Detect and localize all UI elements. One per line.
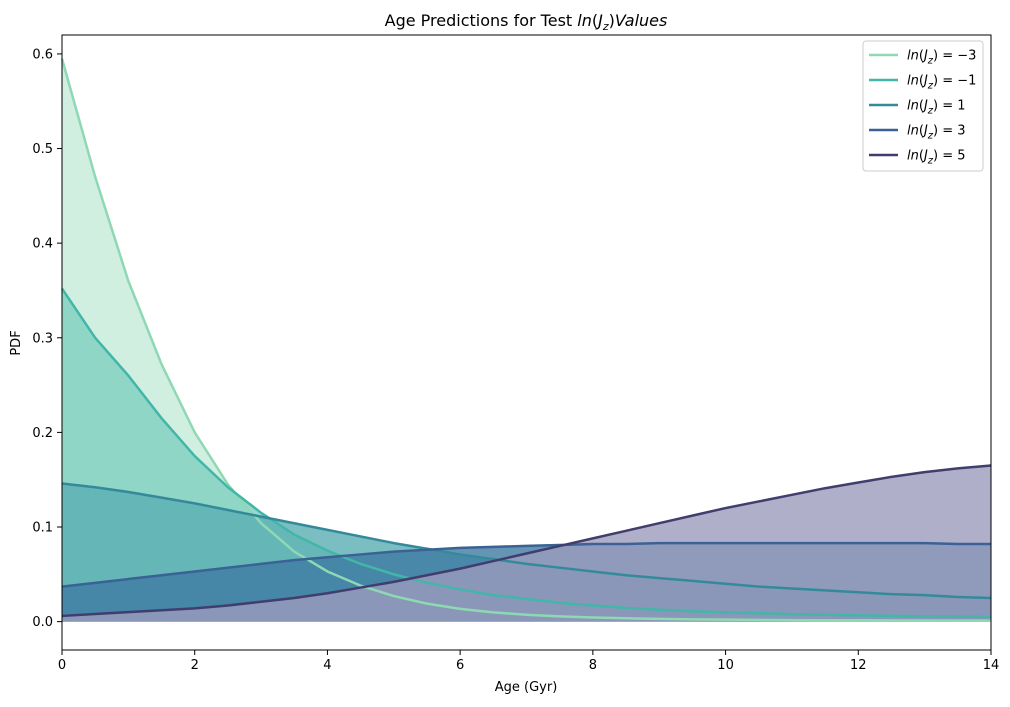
y-tick-label: 0.5 xyxy=(32,142,53,157)
y-tick-label: 0.6 xyxy=(32,47,53,62)
x-tick-label: 2 xyxy=(191,658,199,673)
x-tick-label: 8 xyxy=(589,658,597,673)
series-line-0 xyxy=(60,58,992,622)
legend-label-3: ln(Jz) = 3 xyxy=(907,124,966,142)
legend: ln(Jz) = −3 ln(Jz) = −1 ln(Jz) = 1 ln(Jz) =… xyxy=(862,40,984,172)
axes-frame xyxy=(61,34,992,651)
series-line-4 xyxy=(61,464,992,618)
y-axis-label: PDF xyxy=(9,330,24,355)
chart-title: Age Predictions for Test ln(Jz)Values xyxy=(385,11,668,33)
series-fill-4 xyxy=(62,465,991,622)
y-tick-label: 0.0 xyxy=(32,615,53,630)
x-tick-label: 12 xyxy=(850,658,867,673)
x-axis-label: Age (Gyr) xyxy=(495,680,558,695)
y-tick-label: 0.2 xyxy=(32,426,53,441)
legend-box xyxy=(862,40,984,172)
legend-label-2: ln(Jz) = 1 xyxy=(907,99,966,117)
y-tick-label: 0.1 xyxy=(32,521,53,536)
legend-label-0: ln(Jz) = −3 xyxy=(907,49,976,67)
x-tick-label: 4 xyxy=(323,658,331,673)
plot-area xyxy=(60,34,992,651)
y-axis: 0.0 0.1 0.2 0.3 0.4 0.5 0.6 xyxy=(32,47,62,630)
series-line-3 xyxy=(61,541,991,588)
x-tick-label: 14 xyxy=(983,658,1000,673)
x-tick-label: 6 xyxy=(456,658,464,673)
x-tick-label: 0 xyxy=(58,658,66,673)
series-line-1 xyxy=(60,287,992,619)
legend-label-4: ln(Jz) = 5 xyxy=(907,149,966,167)
y-tick-label: 0.4 xyxy=(32,237,53,252)
legend-label-1: ln(Jz) = −1 xyxy=(907,74,976,92)
y-tick-label: 0.3 xyxy=(32,331,53,346)
x-axis: 0 2 4 6 8 10 12 14 xyxy=(58,650,999,673)
series-line-2 xyxy=(61,482,992,600)
x-tick-label: 10 xyxy=(717,658,734,673)
